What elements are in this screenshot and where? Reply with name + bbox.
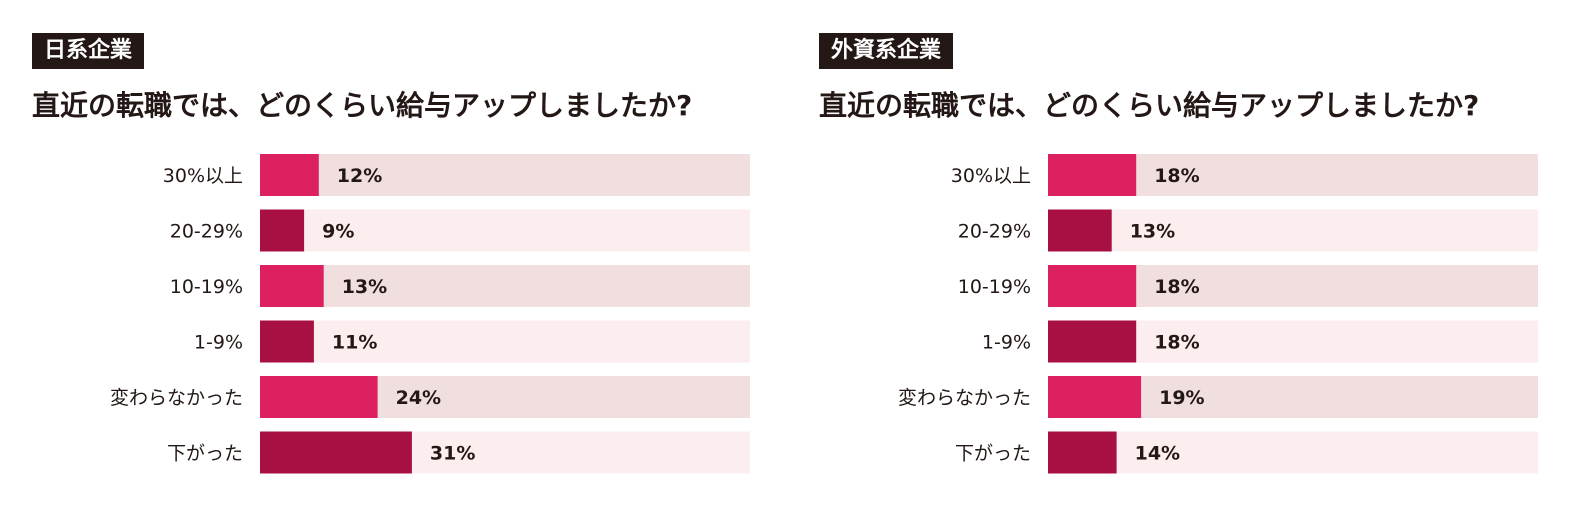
category-label: 20-29% <box>958 221 1031 243</box>
bar <box>260 431 412 474</box>
category-label: 変わらなかった <box>110 387 243 409</box>
bar-chart: 30%以上 18% 20-29% 13% 10-19% 18% 1-9% 18% 変わらなかった… <box>898 154 1538 474</box>
value-label: 11% <box>332 332 377 354</box>
value-label: 18% <box>1154 165 1199 187</box>
category-label: 30%以上 <box>163 165 243 187</box>
bar-chart: 30%以上 12% 20-29% 9% 10-19% 13% 1-9% 11% 変わらなかった 2… <box>110 154 750 474</box>
value-label: 18% <box>1154 276 1199 298</box>
bar <box>1048 265 1137 307</box>
value-label: 19% <box>1159 387 1204 409</box>
category-label: 1-9% <box>194 332 243 354</box>
bar <box>1048 209 1112 252</box>
bar <box>1048 320 1137 363</box>
chart-title: 直近の転職では、どのくらい給与アップしましたか? <box>32 89 693 122</box>
panel-tag: 日系企業 <box>32 33 145 69</box>
category-label: 20-29% <box>170 221 243 243</box>
category-label: 変わらなかった <box>898 387 1031 409</box>
bar-track <box>260 265 750 307</box>
panel-tag: 外資系企業 <box>819 33 954 69</box>
bar <box>260 320 314 363</box>
value-label: 18% <box>1154 332 1199 354</box>
bar <box>260 376 378 418</box>
value-label: 12% <box>337 165 382 187</box>
bar-track <box>1048 209 1538 252</box>
bar-track <box>260 154 750 196</box>
bar <box>260 209 305 252</box>
bar-track <box>260 320 750 363</box>
bar <box>260 154 319 196</box>
chart-panel-japanese: 日系企業 直近の転職では、どのくらい給与アップしましたか? 30%以上 12% 20… <box>0 0 760 511</box>
value-label: 13% <box>342 276 387 298</box>
value-label: 24% <box>396 387 441 409</box>
bar-track <box>260 209 750 252</box>
bar <box>260 265 324 307</box>
category-label: 1-9% <box>982 332 1031 354</box>
value-label: 9% <box>322 221 354 243</box>
bar <box>1048 154 1137 196</box>
value-label: 14% <box>1135 443 1180 465</box>
bar <box>1048 376 1142 418</box>
category-label: 10-19% <box>170 276 243 298</box>
bar-track <box>1048 431 1538 474</box>
category-label: 30%以上 <box>951 165 1031 187</box>
category-label: 下がった <box>955 443 1031 465</box>
value-label: 13% <box>1130 221 1175 243</box>
bar <box>1048 431 1117 474</box>
value-label: 31% <box>430 443 475 465</box>
category-label: 下がった <box>167 443 243 465</box>
category-label: 10-19% <box>958 276 1031 298</box>
chart-title: 直近の転職では、どのくらい給与アップしましたか? <box>819 89 1480 122</box>
chart-panel-foreign: 外資系企業 直近の転職では、どのくらい給与アップしましたか? 30%以上 18% 2… <box>788 0 1548 511</box>
